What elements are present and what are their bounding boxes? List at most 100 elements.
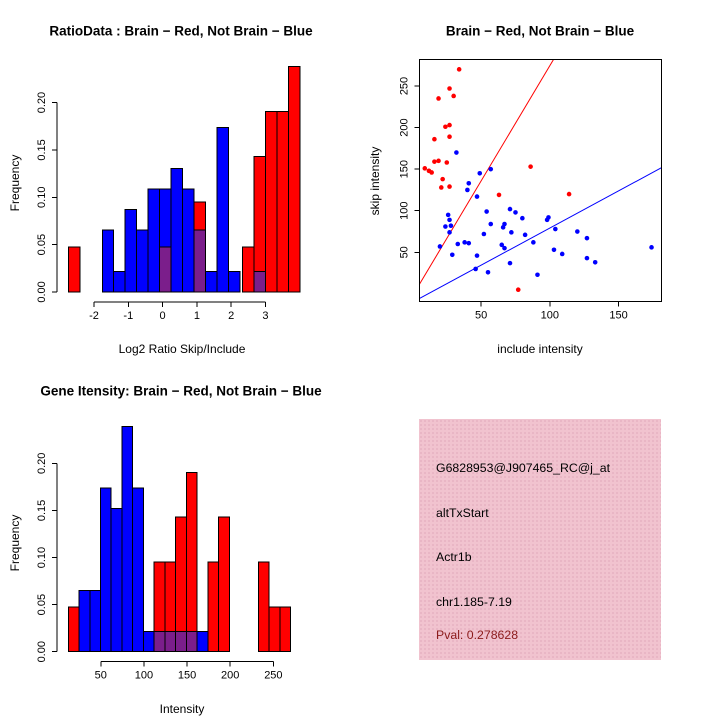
scatter-point-red <box>515 287 521 293</box>
hist-bar-blue <box>228 270 241 293</box>
hist-bar-blue <box>182 188 195 293</box>
scatter-point-blue <box>477 171 483 176</box>
scatter-point-blue <box>445 212 451 218</box>
scatter-point-blue <box>584 235 590 241</box>
scatter-point-red <box>447 134 452 140</box>
hist-bar-blue <box>142 630 155 653</box>
scatter-point-blue <box>502 221 507 227</box>
scatter-title: Brain − Red, Not Brain − Blue <box>445 23 635 39</box>
scatter-point-blue <box>449 252 455 258</box>
hist-bar-red <box>67 246 81 293</box>
scatter-point-red <box>447 86 452 91</box>
x-tick-label: -1 <box>123 310 133 322</box>
scatter-point-blue <box>531 240 536 245</box>
gene-name-text: Actr1b <box>436 550 472 564</box>
scatter-point-blue <box>553 226 558 232</box>
location-text: chr1.185-7.19 <box>436 595 512 609</box>
event-type-text: altTxStart <box>436 506 489 520</box>
y-tick-label: 50 <box>398 246 410 258</box>
scatter-point-blue <box>474 253 480 258</box>
hist-bar-purple <box>175 630 187 653</box>
scatter-point-blue <box>544 217 550 223</box>
hist-bar-red <box>268 606 281 653</box>
scatter-point-blue <box>649 245 654 250</box>
ratio-histogram-title: RatioData : Brain − Red, Not Brain − Blu… <box>49 23 313 39</box>
scatter-point-red <box>432 136 437 142</box>
scatter-point-blue <box>484 209 489 214</box>
scatter-point-blue <box>551 247 557 253</box>
hist-bar-blue <box>216 126 230 293</box>
scatter-point-blue <box>584 255 590 261</box>
x-tick-label: 100 <box>135 670 153 682</box>
hist-bar-red <box>67 606 80 653</box>
x-tick-label: 200 <box>221 670 239 682</box>
hist-bar-blue <box>110 507 123 653</box>
hist-bar-red <box>207 561 220 653</box>
scatter-point-blue <box>575 229 580 234</box>
scatter-point-blue <box>481 231 487 237</box>
scatter-point-blue <box>466 180 472 186</box>
x-tick-label: 150 <box>178 670 196 682</box>
gene-intensity-ylabel: Frequency <box>8 514 22 572</box>
hist-bar-red <box>276 111 289 293</box>
scatter-ylabel: skip intensity <box>368 146 382 216</box>
y-tick-label: 0.20 <box>36 453 48 474</box>
hist-bar-red <box>242 246 255 293</box>
scatter-point-blue <box>447 230 452 235</box>
scatter-point-red <box>443 124 448 130</box>
scatter-point-blue <box>499 242 505 248</box>
probe-id-text: G6828953@J907465_RC@j_at <box>436 461 611 475</box>
scatter-point-blue <box>507 260 513 266</box>
gene-intensity-histogram-canvas: 50 100 150 200 250 0.00 0.05 0.10 0.15 0.20 <box>36 426 292 682</box>
scatter-point-blue <box>448 223 454 228</box>
y-tick-label: 150 <box>398 160 410 178</box>
x-tick-label: 3 <box>262 310 268 322</box>
x-tick-label: 0 <box>160 310 166 322</box>
y-tick-label: 100 <box>398 202 410 220</box>
scatter-point-red <box>528 164 533 169</box>
scatter-point-blue <box>592 259 598 265</box>
hist-bar-blue <box>113 270 126 293</box>
scatter-point-red <box>422 166 428 171</box>
hist-bar-purple <box>164 630 177 653</box>
hist-bar-red <box>218 516 230 653</box>
intensity-scatter-canvas: 50 100 150 50 100 150 200 250 <box>398 58 663 322</box>
scatter-xlabel: include intensity <box>497 342 583 356</box>
gene-intensity-xlabel: Intensity <box>159 702 205 716</box>
y-tick-label: 0.00 <box>36 281 48 302</box>
scatter-point-blue <box>443 224 448 229</box>
fit-line-blue <box>419 167 662 300</box>
scatter-point-blue <box>488 166 494 172</box>
scatter-point-blue <box>559 251 565 257</box>
scatter-point-red <box>440 176 445 182</box>
scatter-point-blue <box>513 210 518 215</box>
x-tick-label: 100 <box>541 310 559 322</box>
hist-bar-blue <box>89 589 101 653</box>
scatter-point-blue <box>462 240 467 245</box>
scatter-point-red <box>447 184 452 189</box>
hist-bar-purple <box>253 270 266 293</box>
scatter-point-red <box>451 93 456 99</box>
scatter-point-blue <box>485 269 491 275</box>
hist-bar-red <box>287 65 301 293</box>
hist-bar-red <box>185 471 198 653</box>
x-tick-label: 50 <box>95 670 107 682</box>
scatter-point-blue <box>535 272 540 278</box>
ratio-histogram-canvas: -2 -1 0 1 2 3 0.00 0.05 0.10 0.15 0.20 <box>36 65 301 322</box>
scatter-point-blue <box>454 150 459 155</box>
gene-intensity-title: Gene Itensity: Brain − Red, Not Brain − … <box>40 383 322 399</box>
scatter-point-blue <box>465 187 470 193</box>
x-tick-label: 1 <box>194 310 200 322</box>
x-tick-label: -2 <box>89 310 99 322</box>
scatter-point-blue <box>502 245 507 251</box>
hist-bar-purple <box>193 229 207 293</box>
scatter-point-blue <box>488 221 494 227</box>
scatter-point-red <box>436 96 441 101</box>
scatter-point-red <box>456 67 462 72</box>
ratio-histogram-ylabel: Frequency <box>8 154 22 212</box>
scatter-point-blue <box>447 217 452 223</box>
scatter-point-red <box>444 160 450 165</box>
x-tick-label: 50 <box>475 310 487 322</box>
scatter-point-blue <box>466 240 472 246</box>
hist-bar-blue <box>78 589 91 653</box>
